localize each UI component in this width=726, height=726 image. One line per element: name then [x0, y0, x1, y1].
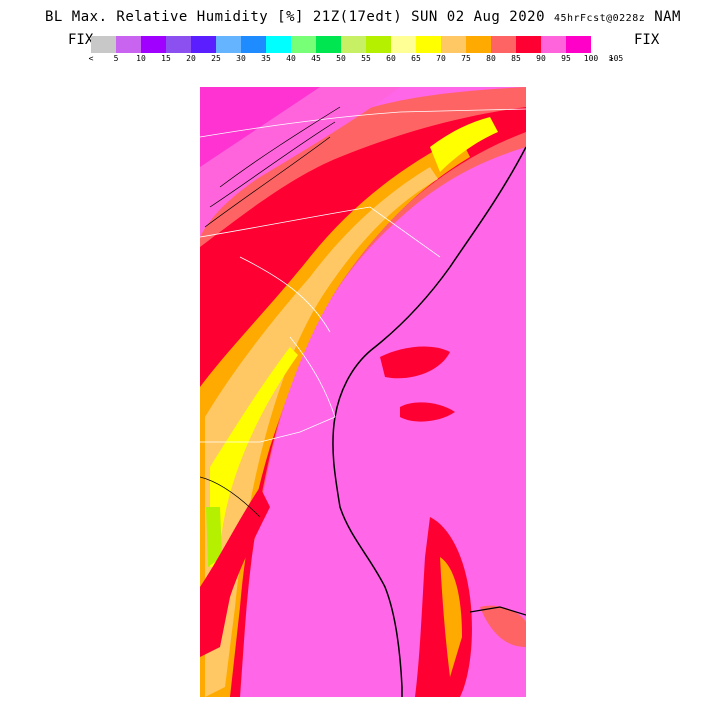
color-scale-tick-label: 40 — [286, 54, 296, 63]
color-swatch — [541, 36, 566, 53]
color-scale-tick-label: 5 — [113, 54, 119, 63]
color-scale-tick-label: 45 — [311, 54, 321, 63]
humidity-map — [200, 87, 526, 697]
color-swatch — [516, 36, 541, 53]
color-scale-tick-label: 95 — [561, 54, 571, 63]
color-scale-tick-label: 20 — [186, 54, 196, 63]
color-swatch — [266, 36, 291, 53]
color-scale-tick-label: 30 — [236, 54, 246, 63]
color-scale-tick-label: 55 — [361, 54, 371, 63]
color-scale-tick-label: 65 — [411, 54, 421, 63]
map-title: BL Max. Relative Humidity [%] 21Z(17edt)… — [0, 9, 726, 25]
title-forecast: 45hrFcst@0228z — [553, 13, 646, 24]
color-swatch — [116, 36, 141, 53]
color-scale-bar — [91, 36, 591, 53]
color-swatch — [91, 36, 116, 53]
color-scale-tick-label: 35 — [261, 54, 271, 63]
color-scale-tick-label: 25 — [211, 54, 221, 63]
humidity-map-graphic — [200, 87, 526, 697]
color-swatch — [366, 36, 391, 53]
title-model: NAM — [654, 9, 681, 25]
color-swatch — [241, 36, 266, 53]
color-swatch — [166, 36, 191, 53]
legend-right-arrow: > — [608, 54, 614, 63]
color-scale-tick-label: 50 — [336, 54, 346, 63]
color-scale-tick-label: 70 — [436, 54, 446, 63]
color-swatch — [466, 36, 491, 53]
color-swatch — [566, 36, 591, 53]
color-scale-tick-label: 75 — [461, 54, 471, 63]
legend-left-arrow: < — [88, 54, 94, 63]
fix-label-right: FIX — [634, 32, 660, 48]
color-scale-tick-label: 60 — [386, 54, 396, 63]
color-scale-tick-label: 15 — [161, 54, 171, 63]
color-scale-tick-label: 100 — [583, 54, 599, 63]
color-scale-tick-label: 80 — [486, 54, 496, 63]
color-swatch — [391, 36, 416, 53]
color-swatch — [441, 36, 466, 53]
color-scale-tick-label: 90 — [536, 54, 546, 63]
color-scale-tick-label: 85 — [511, 54, 521, 63]
color-scale-tick-label: 10 — [136, 54, 146, 63]
color-swatch — [141, 36, 166, 53]
fix-label-left: FIX — [68, 32, 94, 48]
color-swatch — [216, 36, 241, 53]
color-swatch — [416, 36, 441, 53]
color-swatch — [191, 36, 216, 53]
color-swatch — [316, 36, 341, 53]
color-swatch — [291, 36, 316, 53]
title-main: BL Max. Relative Humidity [%] 21Z(17edt)… — [45, 9, 546, 25]
color-swatch — [341, 36, 366, 53]
color-swatch — [491, 36, 516, 53]
color-scale-tick-label: 105 — [608, 54, 624, 63]
